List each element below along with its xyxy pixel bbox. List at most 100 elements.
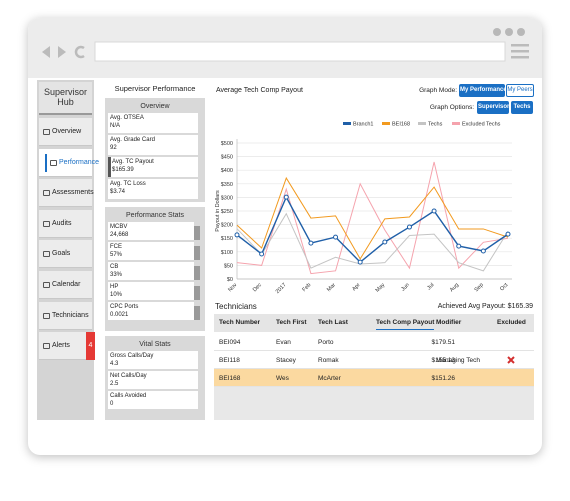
x-tick-label: Jul	[426, 282, 435, 291]
forward-button[interactable]	[58, 46, 66, 58]
alert-count: 4	[88, 342, 93, 350]
excluded-icon[interactable]	[507, 356, 515, 364]
table-summary: Achieved Avg Payout: $165.39	[437, 303, 533, 310]
chart: $0 $50 $100 $150 $200 $250 $300 $350 $400 $450 $50…	[215, 122, 512, 295]
series-marker	[283, 194, 289, 200]
stat-item	[108, 157, 198, 177]
column-header[interactable]: Tech Last	[318, 319, 348, 326]
nav-item[interactable]	[39, 271, 92, 299]
stat-label: Calls Avoided	[110, 393, 147, 399]
stat-item	[108, 351, 198, 369]
graph-option-button[interactable]: Techs	[511, 101, 533, 114]
table-header-row	[214, 314, 534, 332]
series-line	[236, 212, 509, 272]
stat-item	[108, 113, 198, 133]
graph-mode-button[interactable]: My Peers	[506, 84, 534, 97]
column-header[interactable]: Excluded	[497, 319, 526, 326]
summary-title: Supervisor Performance	[114, 84, 196, 93]
stat-value: $165.39	[112, 167, 134, 173]
y-tick-label: $300	[221, 195, 233, 201]
legend-swatch	[452, 122, 460, 125]
graph-options-label: Graph Options:	[429, 104, 474, 111]
x-tick-label: Nov	[227, 282, 238, 293]
sidebar-header	[39, 82, 92, 115]
table-cell: Stacey	[276, 357, 296, 364]
stat-label: HP	[110, 284, 119, 290]
table-cell: $179.51	[431, 339, 456, 346]
nav-item[interactable]	[39, 118, 92, 146]
table-cell: BEI094	[219, 339, 241, 346]
x-tick-label: 2017	[275, 282, 288, 295]
y-tick-label: $500	[221, 141, 233, 147]
nav-item[interactable]	[39, 148, 92, 177]
alert-badge	[86, 332, 95, 361]
table-title: Technicians	[215, 302, 257, 311]
stat-label: Gross Calls/Day	[110, 353, 154, 359]
stat-item	[108, 302, 194, 320]
back-button[interactable]	[42, 46, 50, 58]
nav-item[interactable]	[39, 301, 92, 330]
x-tick-label: Dec	[252, 282, 263, 293]
nav-label: Goals	[52, 250, 71, 258]
series-marker	[259, 251, 265, 257]
nav-label: Overview	[52, 128, 82, 135]
refresh-button[interactable]	[74, 45, 85, 59]
stat-item-side	[194, 226, 200, 240]
graph-mode-button[interactable]: My Performance	[459, 84, 507, 97]
window-dot	[517, 28, 525, 36]
stat-label: CPC Ports	[110, 304, 139, 310]
nav-item[interactable]	[39, 240, 92, 269]
legend-swatch	[418, 122, 426, 125]
stat-label: FCE	[110, 244, 122, 250]
stat-label: Avg. Grade Card	[110, 137, 155, 143]
stat-item	[108, 282, 194, 300]
stat-value: 10%	[110, 292, 123, 298]
y-tick-label: $0	[227, 277, 233, 283]
nav-item[interactable]	[39, 179, 92, 208]
nav-item[interactable]	[39, 209, 92, 238]
y-tick-label: $200	[221, 223, 233, 229]
table-cell: Romak	[318, 357, 339, 364]
column-header[interactable]: Tech Number	[219, 319, 261, 326]
browser-toolbar	[28, 18, 542, 78]
table-cell: Evan	[276, 339, 291, 346]
series-marker	[382, 239, 388, 245]
table-row[interactable]	[214, 333, 534, 351]
table-row[interactable]	[214, 369, 534, 387]
nav-label: Assessments	[52, 189, 94, 197]
stat-value: 92	[110, 145, 117, 151]
nav-label: Performance	[59, 158, 100, 166]
nav-label: Calendar	[52, 281, 81, 288]
legend-label: Excluded Techs	[462, 122, 501, 128]
x-tick-label: Mar	[326, 282, 337, 293]
table-row[interactable]	[214, 351, 534, 369]
column-header[interactable]: Tech First	[276, 319, 307, 326]
nav-icon	[43, 220, 50, 227]
menu-button[interactable]	[511, 44, 529, 59]
column-header[interactable]: Tech Comp Payout	[376, 318, 435, 330]
address-bar[interactable]	[94, 41, 506, 62]
nav-icon	[43, 129, 50, 135]
graph-option-button[interactable]: Supervisor	[477, 101, 509, 114]
nav-item[interactable]	[39, 332, 92, 361]
legend-label: Techs	[428, 122, 443, 128]
nav-icon	[43, 343, 50, 350]
panel-title: Performance Stats	[126, 212, 184, 219]
series-marker	[308, 240, 314, 246]
stat-label: Avg. TC Loss	[110, 181, 146, 187]
x-tick-label: Aug	[449, 282, 460, 293]
x-tick-label: Apr	[351, 282, 361, 292]
stat-value: 0.0021	[110, 312, 129, 318]
nav-icon	[43, 282, 50, 288]
legend-label: BEI168	[392, 122, 410, 128]
nav-label: Technicians	[52, 311, 89, 319]
column-header[interactable]: Modifier	[436, 319, 462, 326]
stat-item-side	[194, 266, 200, 280]
legend-label: Branch1	[353, 122, 374, 128]
stat-item	[108, 262, 194, 280]
x-tick-label: Jun	[400, 282, 411, 293]
nav-icon	[43, 251, 50, 258]
stat-value: $3.74	[110, 189, 126, 195]
legend-swatch	[382, 122, 390, 125]
stat-label: CB	[110, 264, 119, 270]
